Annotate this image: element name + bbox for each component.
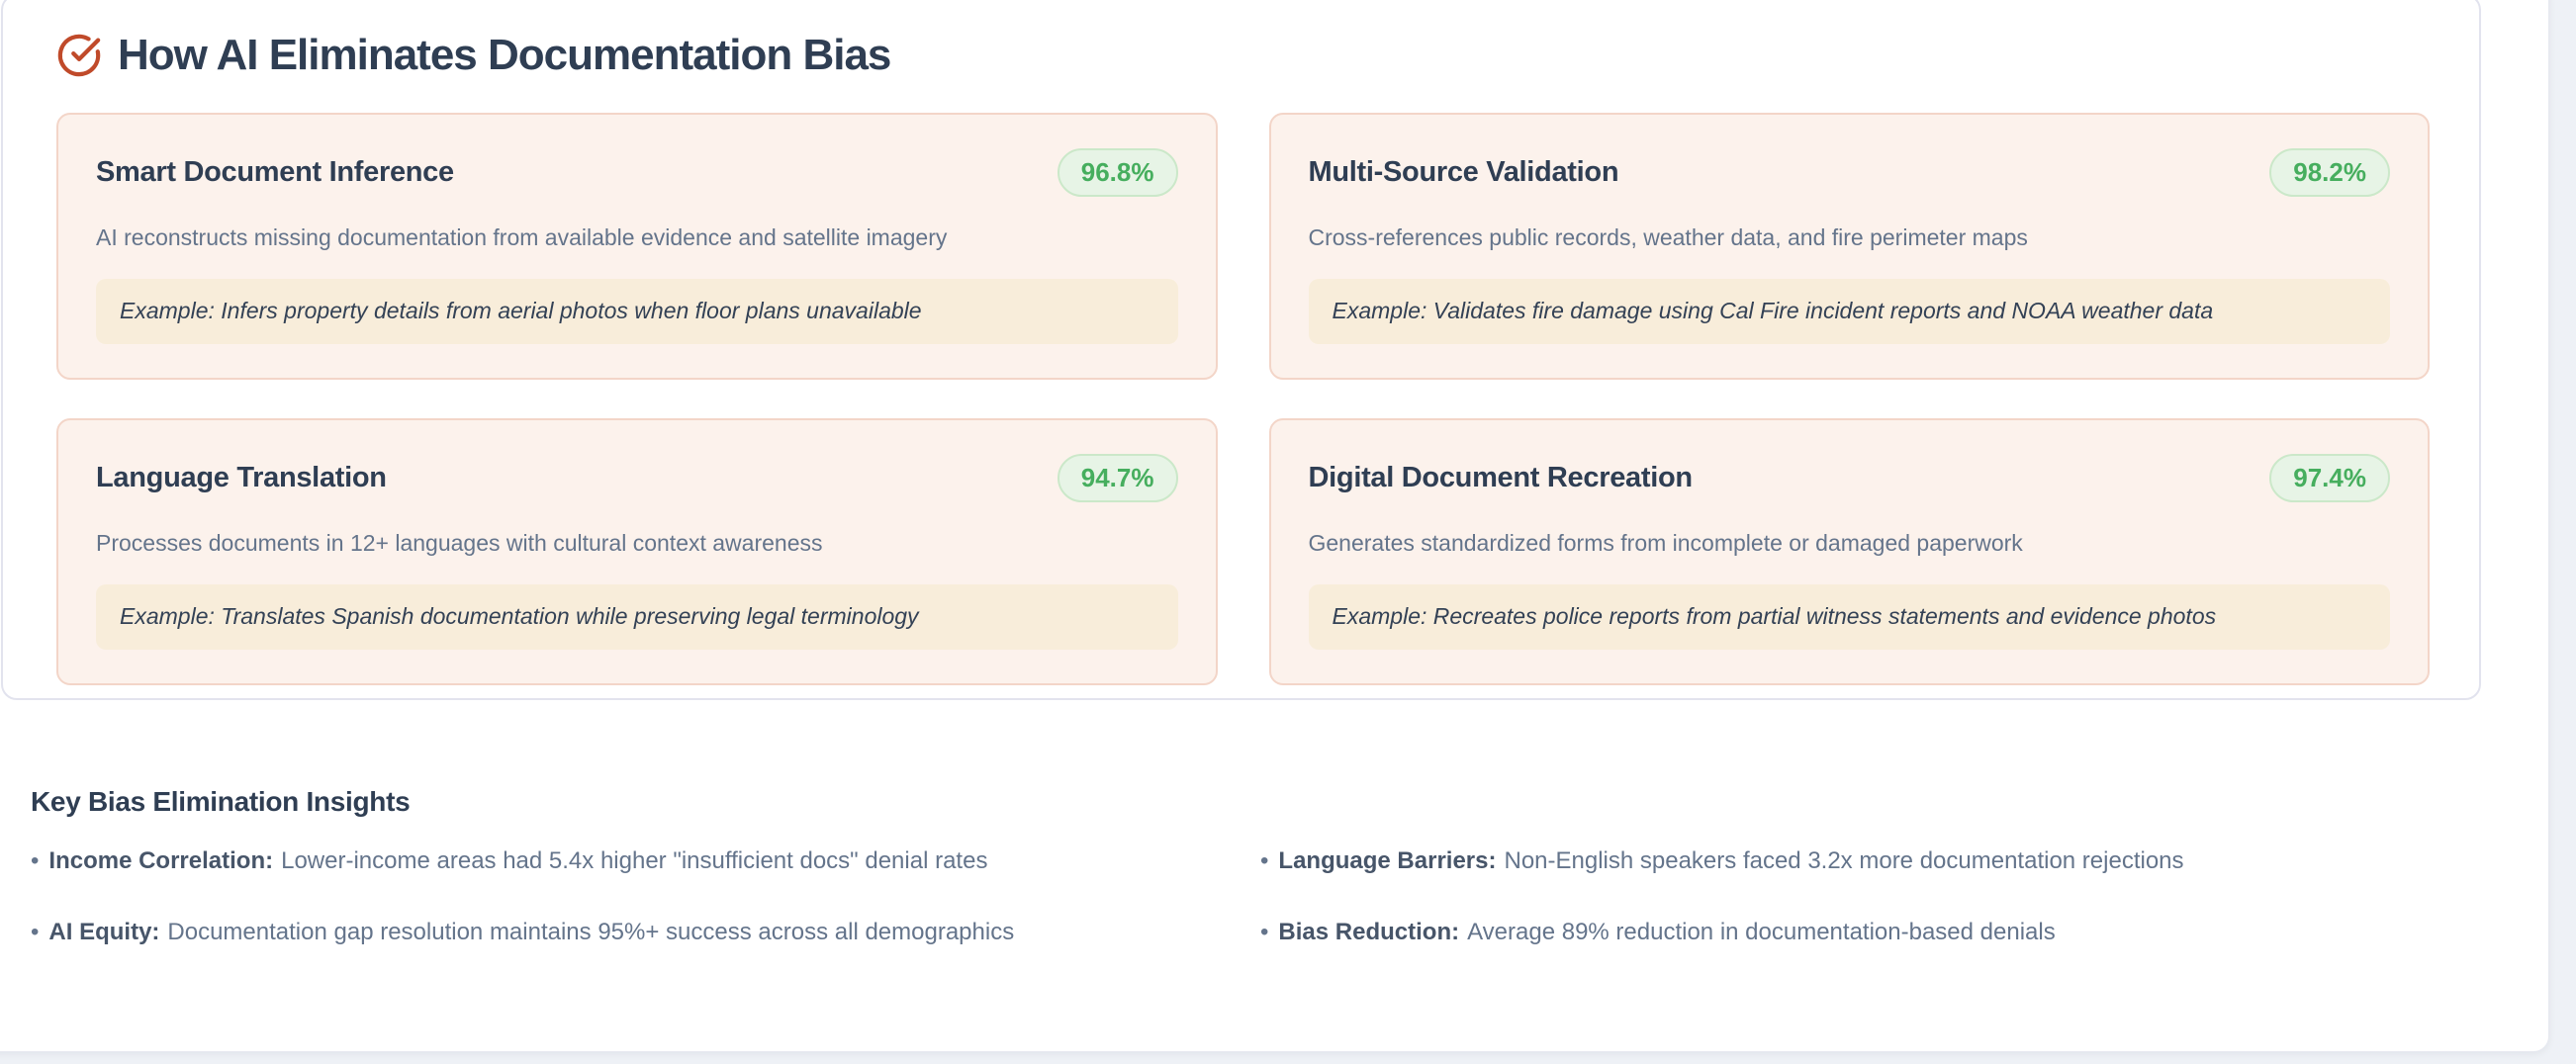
capability-card-digital-document-recreation: Digital Document Recreation 97.4% Genera… (1268, 418, 2430, 686)
capability-title: Smart Document Inference (96, 156, 454, 189)
panel-title: How AI Eliminates Documentation Bias (118, 31, 891, 79)
insight-label: Language Barriers: (1278, 847, 1497, 874)
capability-card-smart-document-inference: Smart Document Inference 96.8% AI recons… (56, 113, 1218, 381)
insight-text: Lower-income areas had 5.4x higher "insu… (281, 847, 988, 874)
insight-bias-reduction: • Bias Reduction: Average 89% reduction in… (1260, 915, 2464, 950)
bullet-glyph: • (1260, 847, 1269, 874)
accuracy-badge: 94.7% (1057, 454, 1178, 503)
panel-header: How AI Eliminates Documentation Bias (56, 28, 2430, 83)
insights-grid: • Income Correlation: Lower-income areas h… (31, 843, 2464, 950)
insight-label: Bias Reduction: (1278, 919, 1460, 945)
insights-heading: Key Bias Elimination Insights (31, 786, 411, 817)
insight-income-correlation: • Income Correlation: Lower-income areas h… (31, 843, 1260, 879)
capability-title: Digital Document Recreation (1308, 462, 1694, 494)
card-header: Smart Document Inference 96.8% (96, 148, 1178, 198)
bullet-glyph: • (1260, 919, 1269, 945)
bullet-glyph: • (31, 847, 40, 874)
accuracy-badge: 98.2% (2269, 148, 2390, 198)
bullet-glyph: • (31, 919, 40, 945)
documentation-bias-panel: How AI Eliminates Documentation Bias Sma… (1, 0, 2481, 700)
capability-title: Language Translation (96, 462, 387, 494)
capability-cards-grid: Smart Document Inference 96.8% AI recons… (56, 113, 2430, 686)
accuracy-badge: 97.4% (2269, 454, 2390, 503)
capability-description: AI reconstructs missing documentation fr… (96, 224, 948, 251)
accuracy-badge: 96.8% (1057, 148, 1178, 198)
insight-label: Income Correlation: (48, 847, 274, 874)
capability-example: Example: Translates Spanish documentatio… (96, 584, 1178, 651)
insight-ai-equity: • AI Equity: Documentation gap resolution … (31, 915, 1260, 950)
insight-language-barriers: • Language Barriers: Non-English speakers … (1260, 843, 2464, 879)
capability-card-multi-source-validation: Multi-Source Validation 98.2% Cross-refe… (1268, 113, 2430, 381)
capability-card-language-translation: Language Translation 94.7% Processes doc… (56, 418, 1218, 686)
insight-text: Documentation gap resolution maintains 9… (167, 919, 1015, 945)
card-header: Multi-Source Validation 98.2% (1308, 148, 2390, 198)
content-surface: How AI Eliminates Documentation Bias Sma… (0, 0, 2549, 1052)
insight-label: AI Equity: (48, 919, 160, 945)
capability-example: Example: Infers property details from ae… (96, 279, 1178, 345)
card-header: Digital Document Recreation 97.4% (1308, 454, 2390, 503)
card-header: Language Translation 94.7% (96, 454, 1178, 503)
insight-text: Non-English speakers faced 3.2x more doc… (1504, 847, 2184, 874)
insight-text: Average 89% reduction in documentation-b… (1467, 919, 2056, 945)
check-circle-icon (56, 33, 102, 78)
capability-example: Example: Recreates police reports from p… (1308, 584, 2390, 651)
capability-title: Multi-Source Validation (1308, 156, 1619, 189)
capability-description: Cross-references public records, weather… (1308, 224, 2028, 251)
capability-description: Processes documents in 12+ languages wit… (96, 530, 823, 557)
capability-example: Example: Validates fire damage using Cal… (1308, 279, 2390, 345)
insights-section: Key Bias Elimination Insights • Income Co… (31, 782, 2464, 950)
capability-description: Generates standardized forms from incomp… (1308, 530, 2023, 557)
